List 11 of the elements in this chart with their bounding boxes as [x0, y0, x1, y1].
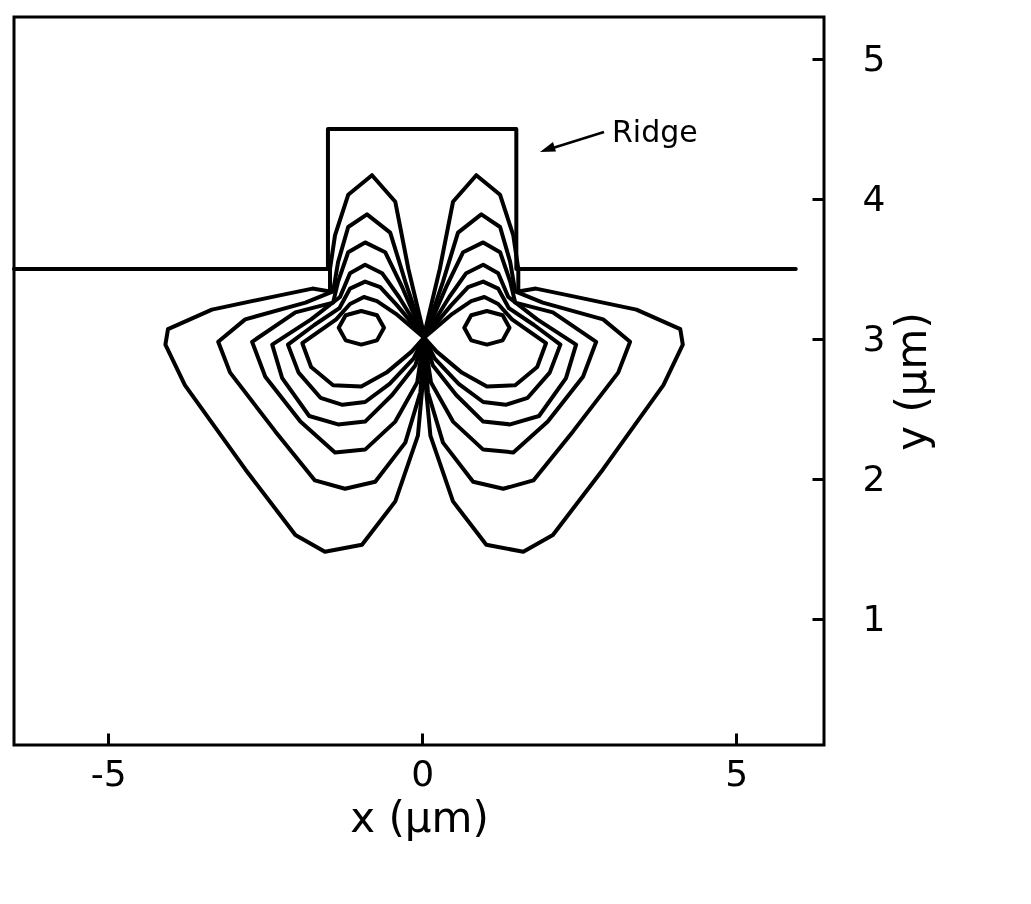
y-axis-title: y (µm) [887, 312, 937, 451]
y-tick-label: 5 [862, 37, 886, 79]
y-tick-label: 3 [862, 317, 886, 359]
x-tick-label: 0 [411, 752, 435, 794]
annotation: Ridge [612, 114, 698, 149]
y-tick-label: 1 [862, 597, 886, 639]
x-tick-label: 5 [725, 752, 749, 794]
x-tick-label: -5 [90, 752, 127, 794]
x-axis-title: x (µm) [350, 792, 489, 842]
y-tick-label: 4 [862, 177, 886, 219]
y-tick-label: 2 [862, 457, 886, 499]
